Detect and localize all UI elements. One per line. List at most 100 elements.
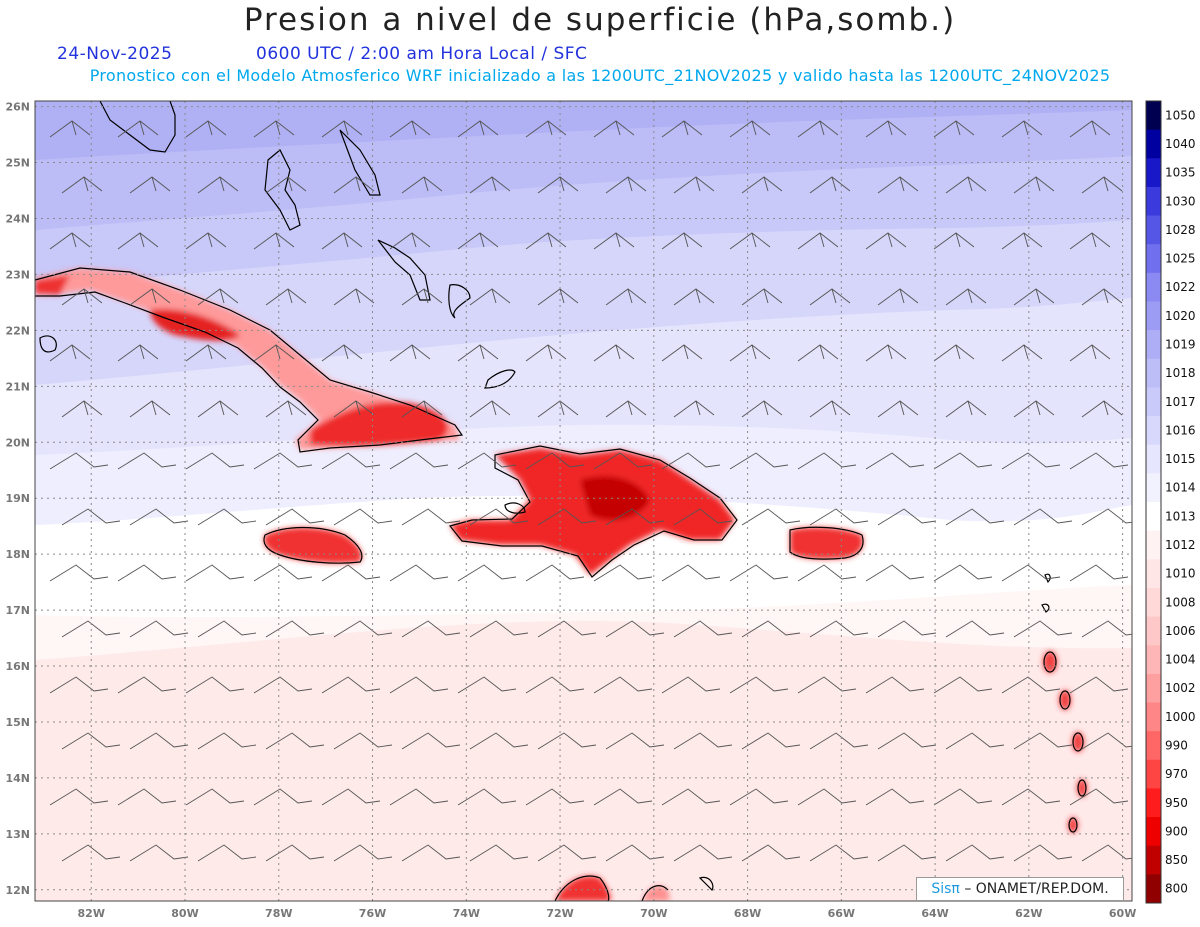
wind-barb	[1013, 508, 1073, 526]
wind-barb	[945, 620, 1005, 638]
wind-barb	[877, 176, 919, 194]
forecast-date: 24-Nov-2025	[57, 44, 173, 64]
wind-barb	[401, 620, 461, 638]
wind-barb	[797, 676, 857, 694]
wind-barb	[605, 620, 665, 638]
wind-barb	[729, 676, 789, 694]
wind-barb	[1013, 844, 1073, 862]
colorbar-swatch	[1146, 186, 1161, 217]
wind-barb	[945, 176, 987, 194]
wind-barb	[797, 232, 839, 250]
wind-barb	[673, 844, 733, 862]
wind-barb	[49, 232, 91, 250]
wind-barb	[1001, 452, 1061, 470]
wind-barb	[1069, 788, 1129, 806]
lon-tick-label: 64W	[921, 907, 948, 920]
wind-barb	[1081, 176, 1123, 194]
colorbar-swatch	[1146, 387, 1161, 417]
lon-tick-label: 78W	[265, 907, 292, 920]
wind-barb	[865, 452, 925, 470]
wind-barb	[945, 844, 1005, 862]
wind-barb	[469, 732, 529, 750]
wind-barb	[49, 452, 109, 470]
longitude-ticks: 82W 80W 78W 76W 74W 72W 70W 68W 66W 64W 62W 60W	[78, 907, 1137, 920]
colorbar-label: 1025	[1165, 252, 1196, 266]
wind-barb	[605, 508, 665, 526]
wind-barb	[333, 508, 393, 526]
wind-barb	[197, 844, 257, 862]
wind-barb	[61, 288, 103, 306]
colorbar-swatch	[1146, 731, 1161, 761]
lat-tick-label: 17N	[5, 604, 30, 617]
lon-tick-label: 82W	[78, 907, 105, 920]
plot-frame	[34, 100, 1133, 902]
lat-tick-label: 14N	[5, 772, 30, 785]
wind-barb	[457, 676, 517, 694]
colorbar-swatch	[1146, 473, 1161, 503]
wind-barb	[457, 232, 499, 250]
wind-barb	[389, 676, 449, 694]
valid-time: 0600 UTC / 2:00 am Hora Local / SFC	[256, 44, 588, 64]
wind-barb	[129, 844, 189, 862]
wind-barb	[333, 844, 393, 862]
wind-barb	[185, 344, 227, 362]
wind-barb	[525, 452, 585, 470]
wind-barb	[321, 452, 381, 470]
wind-barb	[797, 788, 857, 806]
wind-barb	[933, 344, 975, 362]
wind-barb	[673, 732, 733, 750]
lat-tick-label: 20N	[5, 436, 30, 449]
wind-barb	[605, 288, 647, 306]
wind-barb	[729, 788, 789, 806]
wind-barb	[945, 400, 987, 418]
colorbar-label: 1019	[1165, 337, 1196, 351]
wind-barb	[401, 288, 443, 306]
wind-barb	[797, 120, 839, 138]
wind-barb	[525, 676, 585, 694]
lat-lon-grid	[35, 101, 1132, 901]
wind-barb	[185, 120, 227, 138]
wind-barb	[457, 120, 499, 138]
colorbar-swatch	[1146, 874, 1161, 904]
wind-barb	[741, 176, 783, 194]
wind-barb	[1069, 232, 1111, 250]
wind-barb	[457, 344, 499, 362]
colorbar-swatch	[1146, 444, 1161, 474]
lon-tick-label: 66W	[828, 907, 855, 920]
wind-barb	[661, 676, 721, 694]
wind-barb	[661, 120, 703, 138]
wind-barb	[1081, 288, 1123, 306]
colorbar-label: 1012	[1165, 538, 1196, 552]
wind-barb	[661, 564, 721, 582]
wind-barb	[1081, 400, 1123, 418]
lat-tick-label: 12N	[5, 884, 30, 897]
colorbar-label: 1022	[1165, 280, 1196, 294]
wind-barb	[593, 452, 653, 470]
colorbar-label: 1016	[1165, 423, 1196, 437]
wind-barb	[61, 508, 121, 526]
wind-barb	[741, 508, 801, 526]
wind-barb	[253, 232, 295, 250]
wind-barb	[865, 120, 907, 138]
wind-barb	[129, 508, 189, 526]
wind-barb	[729, 232, 771, 250]
wind-barb	[61, 844, 121, 862]
colorbar-label: 1004	[1165, 653, 1196, 667]
wind-barb	[253, 120, 295, 138]
wind-barb	[1069, 564, 1129, 582]
wind-barb	[673, 400, 715, 418]
latitude-ticks: 26N 25N 24N 23N 22N 21N 20N 19N 18N 17N 16N 15N 14N 1…	[5, 101, 30, 897]
colorbar-label: 1006	[1165, 624, 1196, 638]
wind-barb	[333, 400, 375, 418]
wind-barb	[877, 732, 937, 750]
wind-barb	[593, 788, 653, 806]
colorbar-label: 1010	[1165, 567, 1196, 581]
lat-tick-label: 19N	[5, 492, 30, 505]
wind-barb	[605, 732, 665, 750]
lat-tick-label: 22N	[5, 324, 30, 337]
wind-barb	[117, 452, 177, 470]
wind-barb	[117, 788, 177, 806]
wind-barb	[525, 564, 585, 582]
wind-barb	[673, 620, 733, 638]
colorbar-label: 1028	[1165, 223, 1196, 237]
